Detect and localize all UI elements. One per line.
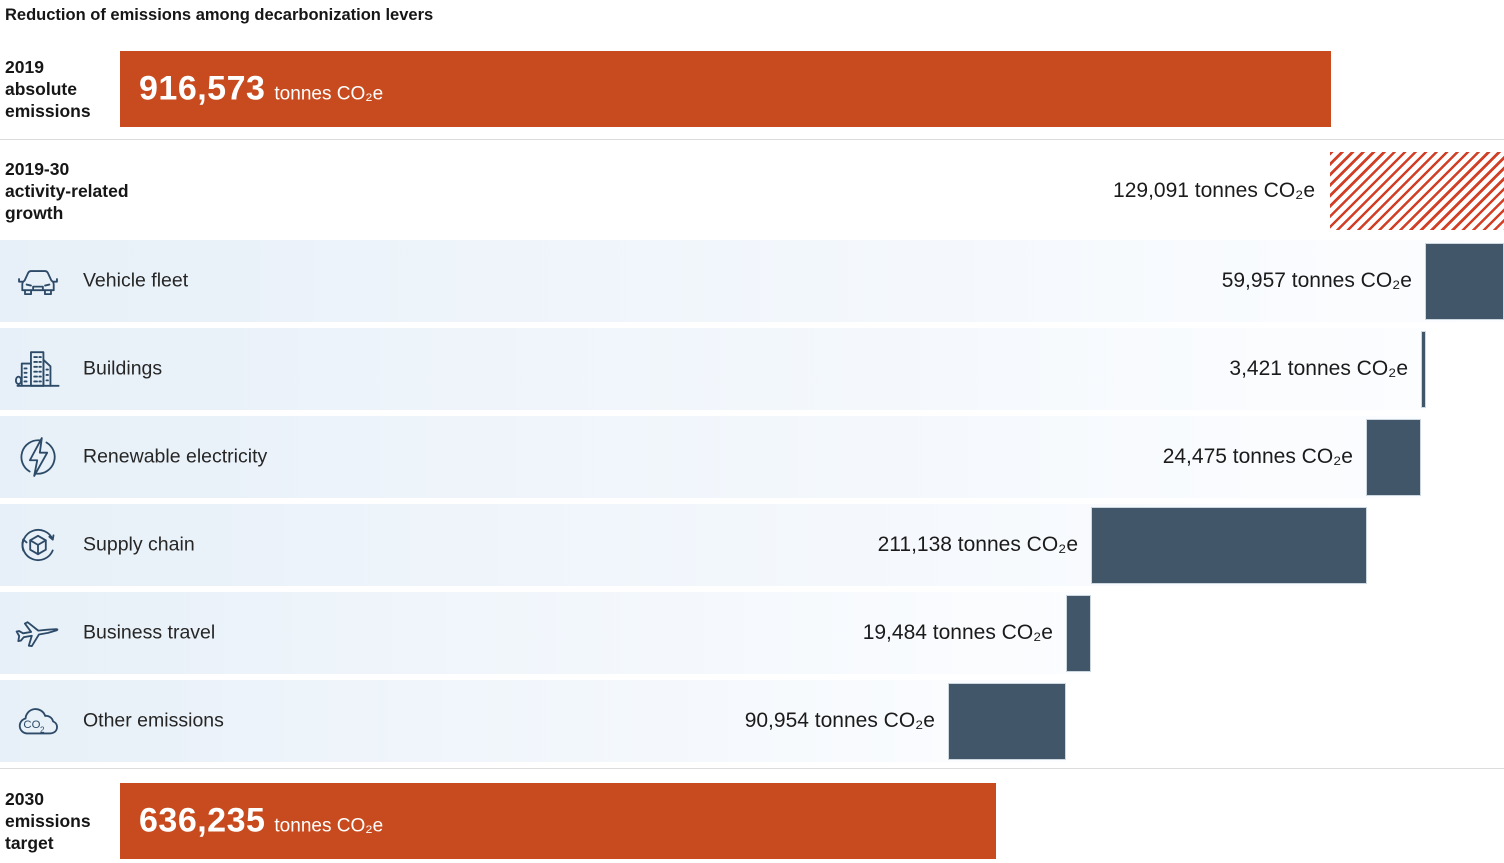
lightning-icon xyxy=(20,437,56,477)
lever-row-bg xyxy=(0,416,1421,498)
airplane-icon xyxy=(15,621,59,647)
lever-bar xyxy=(948,683,1066,760)
lever-label: Other emissions xyxy=(83,709,224,732)
target-emissions-unit: tonnes CO₂e xyxy=(274,815,384,837)
lever-label: Supply chain xyxy=(83,533,195,556)
lever-row-buildings: Buildings 3,421 tonnes CO₂e xyxy=(0,328,1504,410)
car-icon xyxy=(18,270,58,296)
absolute-emissions-bar: 916,573 tonnes CO₂e xyxy=(120,51,1331,127)
lever-value: 3,421 tonnes CO₂e xyxy=(1229,357,1408,380)
lever-value: 19,484 tonnes CO₂e xyxy=(862,621,1053,644)
target-emissions-value: 636,235 xyxy=(139,801,266,840)
buildings-icon xyxy=(14,351,60,387)
lever-label: Vehicle fleet xyxy=(83,269,189,292)
supply-chain-icon xyxy=(21,528,55,562)
lever-row-bg xyxy=(0,592,1091,674)
lever-bar xyxy=(1066,595,1091,672)
target-emissions-bar: 636,235 tonnes CO₂e xyxy=(120,783,996,859)
lever-bar xyxy=(1366,419,1421,496)
lever-row-other-emissions: CO 2 Other emissions 90,954 tonnes CO₂e xyxy=(0,680,1504,762)
lever-bar xyxy=(1091,507,1367,584)
lever-row-renewable-electricity: Renewable electricity 24,475 tonnes CO₂e xyxy=(0,416,1504,498)
divider-bottom xyxy=(0,768,1504,769)
lever-rows: Vehicle fleet 59,957 tonnes CO₂e Buildin… xyxy=(0,240,1504,762)
absolute-emissions-value: 916,573 xyxy=(139,69,266,108)
row-label-activity-growth: 2019-30 activity-related growth xyxy=(5,159,129,223)
lever-row-vehicle-fleet: Vehicle fleet 59,957 tonnes CO₂e xyxy=(0,240,1504,322)
lever-row-bg xyxy=(0,680,1066,762)
growth-value: 129,091 tonnes CO₂e xyxy=(1113,179,1315,202)
lever-label: Buildings xyxy=(83,357,163,380)
row-label-2019-absolute: 2019 absolute emissions xyxy=(5,57,91,121)
lever-bar xyxy=(1421,331,1426,408)
absolute-emissions-bar-text: 916,573 tonnes CO₂e xyxy=(139,70,383,109)
lever-row-supply-chain: Supply chain 211,138 tonnes CO₂e xyxy=(0,504,1504,586)
lever-label: Renewable electricity xyxy=(83,445,268,468)
row-2030-emissions-target: 2030 emissions target 636,235 tonnes CO₂e xyxy=(0,783,1504,859)
lever-label: Business travel xyxy=(83,621,216,644)
lever-value: 90,954 tonnes CO₂e xyxy=(744,709,935,732)
co2-cloud-icon: CO 2 xyxy=(18,708,58,735)
lever-value: 24,475 tonnes CO₂e xyxy=(1162,445,1353,468)
lever-row-bg xyxy=(0,328,1426,410)
lever-row-business-travel: Business travel 19,484 tonnes CO₂e xyxy=(0,592,1504,674)
lever-row-bg xyxy=(0,240,1504,322)
chart-title: Reduction of emissions among decarboniza… xyxy=(5,6,434,24)
lever-value: 59,957 tonnes CO₂e xyxy=(1221,269,1412,292)
absolute-emissions-unit: tonnes CO₂e xyxy=(274,83,384,105)
row-activity-growth: 2019-30 activity-related growth 129,091 … xyxy=(0,152,1504,230)
svg-text:2: 2 xyxy=(40,725,45,734)
divider-top xyxy=(0,139,1504,140)
svg-text:CO: CO xyxy=(23,719,40,731)
lever-value: 211,138 tonnes CO₂e xyxy=(877,533,1078,556)
target-emissions-bar-text: 636,235 tonnes CO₂e xyxy=(139,802,383,841)
growth-hatched-bar xyxy=(1330,152,1504,230)
row-label-2030-target: 2030 emissions target xyxy=(5,789,91,853)
row-2019-absolute-emissions: 2019 absolute emissions 916,573 tonnes CO… xyxy=(0,51,1504,127)
lever-bar xyxy=(1425,243,1504,320)
